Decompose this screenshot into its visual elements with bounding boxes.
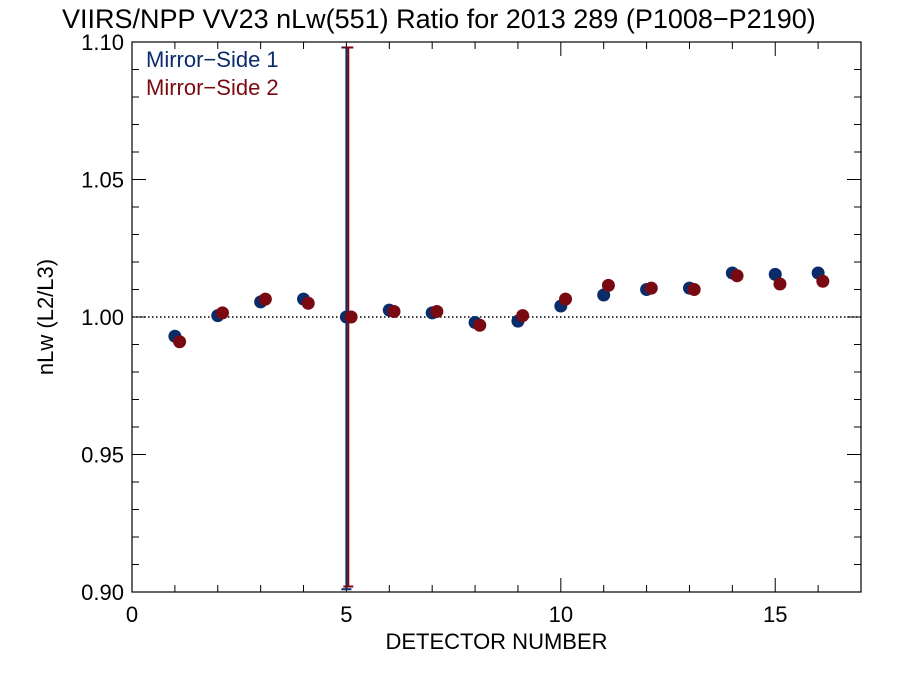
y-axis-label: nLw (L2/L3) xyxy=(33,259,58,375)
x-tick-label: 0 xyxy=(126,602,138,627)
data-point xyxy=(473,318,487,332)
data-point xyxy=(559,292,573,306)
data-point xyxy=(816,274,830,288)
data-point xyxy=(516,309,530,323)
legend-entry: Mirror−Side 2 xyxy=(146,75,279,100)
data-point xyxy=(773,277,787,291)
data-point xyxy=(215,306,229,320)
data-point xyxy=(644,281,658,295)
data-point xyxy=(687,283,701,296)
data-point xyxy=(730,269,744,283)
x-axis-label: DETECTOR NUMBER xyxy=(385,629,607,654)
data-point xyxy=(301,296,315,310)
plot-area: 0 5 10 15 0.90 0.95 1.00 1.05 1.10 xyxy=(81,30,862,627)
x-tick-label: 10 xyxy=(549,602,573,627)
y-tick-label: 0.95 xyxy=(81,443,124,468)
data-point xyxy=(601,278,615,292)
y-tick-label: 1.00 xyxy=(81,305,124,330)
data-point xyxy=(258,292,272,306)
data-point xyxy=(173,335,187,349)
data-point xyxy=(344,310,358,324)
data-point xyxy=(768,267,782,281)
y-tick-label: 0.90 xyxy=(81,580,124,605)
chart-title: VIIRS/NPP VV23 nLw(551) Ratio for 2013 2… xyxy=(62,4,816,34)
y-tick-label: 1.05 xyxy=(81,168,124,193)
y-tick-label: 1.10 xyxy=(81,30,124,55)
legend: Mirror−Side 1 Mirror−Side 2 xyxy=(146,47,279,100)
x-tick-label: 15 xyxy=(763,602,787,627)
data-point xyxy=(597,288,611,302)
x-tick-label: 5 xyxy=(340,602,352,627)
data-point xyxy=(430,305,444,318)
data-point xyxy=(387,305,401,318)
legend-entry: Mirror−Side 1 xyxy=(146,47,279,72)
